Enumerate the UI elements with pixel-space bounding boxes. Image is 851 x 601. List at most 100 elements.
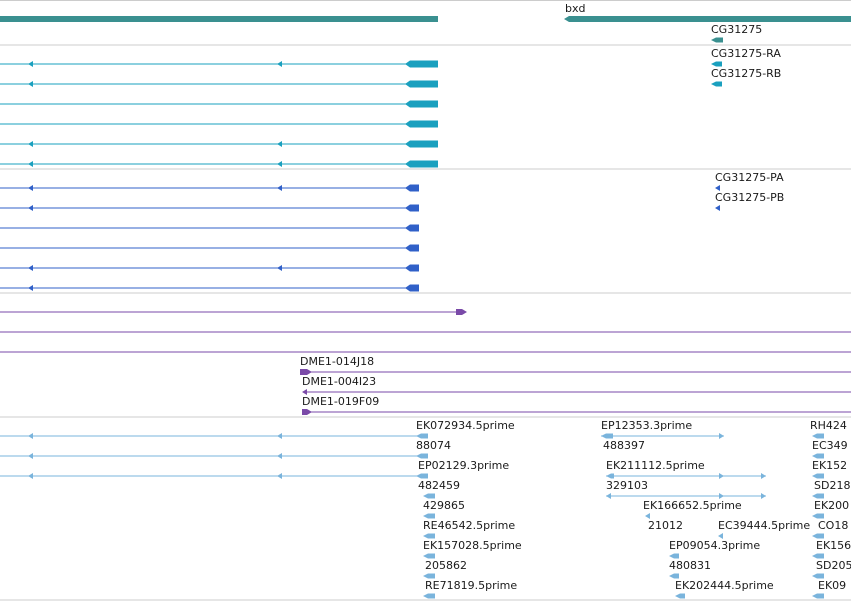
mrna-exon-block[interactable]: [405, 60, 438, 68]
clone-start[interactable]: [302, 389, 307, 395]
clone-label-014j18[interactable]: DME1-014J18: [300, 355, 375, 368]
est-block[interactable]: [669, 573, 679, 579]
mrna-strand-arrow[interactable]: [277, 141, 282, 147]
protein-block-pa[interactable]: [715, 185, 720, 191]
mrna-exon-block[interactable]: [405, 100, 438, 108]
est-label[interactable]: RE46542.5prime: [423, 519, 516, 532]
est-block[interactable]: [416, 453, 428, 459]
est-block[interactable]: [423, 573, 435, 579]
gene-bar-bxd[interactable]: [564, 16, 851, 22]
protein-label-pa[interactable]: CG31275-PA: [715, 171, 784, 184]
est-strand-arrow[interactable]: [277, 453, 282, 459]
est-label[interactable]: 329103: [606, 479, 648, 492]
est-block[interactable]: [812, 453, 824, 459]
est-label[interactable]: 480831: [669, 559, 711, 572]
mrna-exon-block[interactable]: [405, 120, 438, 128]
est-block[interactable]: [601, 433, 613, 439]
est-strand-arrow[interactable]: [719, 433, 724, 439]
protein-strand-arrow[interactable]: [28, 265, 33, 271]
est-strand-arrow[interactable]: [719, 493, 724, 499]
est-label[interactable]: EK156: [816, 539, 851, 552]
protein-strand-arrow[interactable]: [28, 205, 33, 211]
est-block[interactable]: [423, 513, 435, 519]
est-strand-arrow[interactable]: [277, 433, 282, 439]
est-label[interactable]: 488397: [603, 439, 645, 452]
protein-strand-arrow[interactable]: [28, 285, 33, 291]
est-label[interactable]: EK152: [812, 459, 848, 472]
est-block[interactable]: [423, 553, 435, 559]
est-block[interactable]: [423, 593, 435, 599]
est-block[interactable]: [812, 433, 824, 439]
est-strand-arrow[interactable]: [718, 533, 723, 539]
est-strand-arrow[interactable]: [28, 453, 33, 459]
est-block[interactable]: [606, 473, 614, 479]
est-strand-arrow[interactable]: [277, 473, 282, 479]
mrna-exon-block[interactable]: [405, 80, 438, 88]
est-block[interactable]: [423, 493, 435, 499]
protein-exon-block[interactable]: [405, 204, 419, 212]
gene-label-cg31275[interactable]: CG31275: [711, 23, 763, 36]
est-strand-arrow[interactable]: [719, 473, 724, 479]
est-label[interactable]: EC39444.5prime: [718, 519, 811, 532]
est-label[interactable]: 482459: [418, 479, 460, 492]
mrna-strand-arrow[interactable]: [28, 141, 33, 147]
est-strand-arrow[interactable]: [606, 493, 611, 499]
est-strand-arrow[interactable]: [761, 493, 766, 499]
mrna-strand-arrow[interactable]: [28, 161, 33, 167]
est-label[interactable]: EC349: [812, 439, 848, 452]
est-block[interactable]: [416, 433, 428, 439]
est-block[interactable]: [416, 473, 428, 479]
gene-label-bxd[interactable]: bxd: [565, 2, 586, 15]
protein-exon-block[interactable]: [405, 284, 419, 292]
protein-exon-block[interactable]: [405, 224, 419, 232]
est-strand-arrow[interactable]: [761, 473, 766, 479]
est-label[interactable]: EK200: [814, 499, 850, 512]
est-block[interactable]: [812, 513, 824, 519]
mrna-strand-arrow[interactable]: [277, 61, 282, 67]
est-block[interactable]: [812, 493, 824, 499]
protein-label-pb[interactable]: CG31275-PB: [715, 191, 785, 204]
mrna-label-rb[interactable]: CG31275-RB: [711, 67, 782, 80]
protein-exon-block[interactable]: [405, 184, 419, 192]
est-block[interactable]: [812, 473, 824, 479]
est-label[interactable]: SD205: [816, 559, 851, 572]
gene-block-cg31275[interactable]: [711, 37, 723, 43]
clone-start[interactable]: [302, 409, 312, 415]
est-strand-arrow[interactable]: [645, 513, 650, 519]
est-label[interactable]: RH424: [810, 419, 847, 432]
est-strand-arrow[interactable]: [28, 433, 33, 439]
est-block[interactable]: [812, 593, 824, 599]
clone-label-004i23[interactable]: DME1-004I23: [302, 375, 377, 388]
protein-strand-arrow[interactable]: [277, 185, 282, 191]
est-label[interactable]: EK157028.5prime: [423, 539, 522, 552]
gene-bar-left[interactable]: [0, 16, 438, 22]
mrna-strand-arrow[interactable]: [28, 61, 33, 67]
est-label[interactable]: EK072934.5prime: [416, 419, 515, 432]
mrna-block-rb[interactable]: [711, 81, 722, 87]
est-label[interactable]: EP02129.3prime: [418, 459, 510, 472]
mrna-strand-arrow[interactable]: [277, 161, 282, 167]
est-label[interactable]: 429865: [423, 499, 465, 512]
clone-start[interactable]: [300, 369, 312, 375]
clone-end[interactable]: [456, 309, 467, 315]
est-label[interactable]: EK166652.5prime: [643, 499, 742, 512]
est-label[interactable]: RE71819.5prime: [425, 579, 518, 592]
est-label[interactable]: EK202444.5prime: [675, 579, 774, 592]
est-block[interactable]: [675, 593, 685, 599]
clone-label-019f09[interactable]: DME1-019F09: [302, 395, 380, 408]
mrna-exon-block[interactable]: [405, 160, 438, 168]
mrna-exon-block[interactable]: [405, 140, 438, 148]
est-label[interactable]: SD218: [814, 479, 851, 492]
est-block[interactable]: [812, 533, 824, 539]
protein-strand-arrow[interactable]: [277, 265, 282, 271]
est-label[interactable]: 205862: [425, 559, 467, 572]
est-label[interactable]: EP09054.3prime: [669, 539, 761, 552]
protein-exon-block[interactable]: [405, 244, 419, 252]
est-block[interactable]: [812, 573, 824, 579]
mrna-strand-arrow[interactable]: [28, 81, 33, 87]
est-label[interactable]: EK211112.5prime: [606, 459, 705, 472]
est-block[interactable]: [669, 553, 679, 559]
mrna-block-ra[interactable]: [711, 61, 722, 67]
est-block[interactable]: [812, 553, 824, 559]
mrna-label-ra[interactable]: CG31275-RA: [711, 47, 781, 60]
